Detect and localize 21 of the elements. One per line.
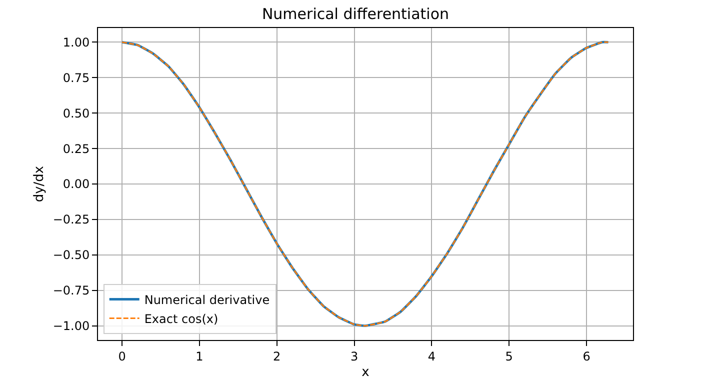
y-tick-label: −0.25 xyxy=(52,212,90,227)
y-tick-label: 1.00 xyxy=(62,35,90,50)
y-tick-label: 0.00 xyxy=(62,177,90,192)
y-axis-title: dy/dx xyxy=(32,166,47,202)
y-tick-label: 0.50 xyxy=(62,106,90,120)
x-tick-label: 2 xyxy=(273,349,281,364)
x-tick-label: 5 xyxy=(505,349,513,364)
x-tick-label: 6 xyxy=(582,349,590,364)
y-tick-label: −0.75 xyxy=(52,284,90,298)
chart-title: Numerical differentiation xyxy=(262,4,450,23)
x-tick-label: 1 xyxy=(196,349,204,364)
y-tick-label: −1.00 xyxy=(52,319,90,334)
y-tick-label: 0.75 xyxy=(62,70,90,85)
legend-label: Numerical derivative xyxy=(144,292,270,307)
legend-label: Exact cos(x) xyxy=(144,312,218,326)
x-axis-title: x xyxy=(362,365,370,380)
x-tick-label: 4 xyxy=(428,349,436,364)
y-tick-label: −0.50 xyxy=(52,248,90,262)
y-tick-label: 0.25 xyxy=(62,142,90,156)
x-tick-label: 0 xyxy=(118,349,126,364)
x-tick-label: 3 xyxy=(350,349,358,364)
